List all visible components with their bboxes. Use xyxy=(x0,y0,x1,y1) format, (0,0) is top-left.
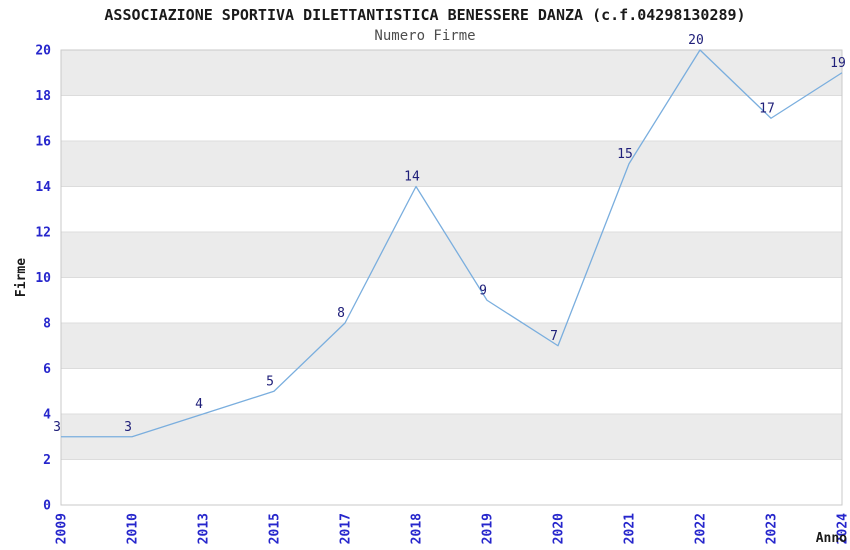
data-point-label: 5 xyxy=(266,374,274,389)
x-tick-label: 2022 xyxy=(694,513,709,544)
y-tick-label: 8 xyxy=(43,317,51,332)
y-tick-label: 18 xyxy=(35,89,51,104)
x-tick-label: 2015 xyxy=(268,513,283,544)
plot-band xyxy=(61,323,842,369)
y-tick-label: 14 xyxy=(35,180,51,195)
data-point-label: 17 xyxy=(759,101,775,116)
data-point-label: 3 xyxy=(124,420,132,435)
chart-title: ASSOCIAZIONE SPORTIVA DILETTANTISTICA BE… xyxy=(104,6,746,24)
data-point-label: 3 xyxy=(53,420,61,435)
data-line xyxy=(61,49,843,438)
y-tick-label: 12 xyxy=(35,226,51,241)
x-tick-label: 2024 xyxy=(836,513,850,544)
x-tick-label: 2020 xyxy=(552,513,567,544)
data-point-label: 14 xyxy=(404,170,420,185)
plot-band xyxy=(61,50,842,96)
y-tick-label: 4 xyxy=(43,408,51,423)
data-point-label: 19 xyxy=(830,56,846,71)
x-tick-label: 2018 xyxy=(410,513,425,544)
y-axis-title: Firme xyxy=(14,258,29,297)
data-point-label: 4 xyxy=(195,397,203,412)
data-point-label: 8 xyxy=(337,306,345,321)
plot-band xyxy=(61,232,842,278)
x-tick-label: 2019 xyxy=(481,513,496,544)
y-tick-label: 6 xyxy=(43,362,51,377)
chart-subtitle: Numero Firme xyxy=(374,28,476,44)
plot-band xyxy=(61,141,842,187)
x-axis-title: Anno xyxy=(816,531,847,546)
x-tick-label: 2017 xyxy=(339,513,354,544)
y-tick-label: 10 xyxy=(35,271,51,286)
plot-border xyxy=(60,49,843,506)
y-tick-label: 0 xyxy=(43,499,51,514)
y-tick-label: 20 xyxy=(35,44,51,59)
x-tick-label: 2023 xyxy=(765,513,780,544)
x-tick-label: 2013 xyxy=(197,513,212,544)
x-tick-label: 2010 xyxy=(126,513,141,544)
x-tick-label: 2009 xyxy=(55,513,70,544)
y-tick-label: 2 xyxy=(43,453,51,468)
y-tick-label: 16 xyxy=(35,135,51,150)
x-tick-label: 2021 xyxy=(623,513,638,544)
data-point-label: 15 xyxy=(617,147,633,162)
plot-band xyxy=(61,414,842,460)
data-point-label: 9 xyxy=(479,283,487,298)
data-point-label: 7 xyxy=(550,329,558,344)
data-point-label: 20 xyxy=(688,33,704,48)
